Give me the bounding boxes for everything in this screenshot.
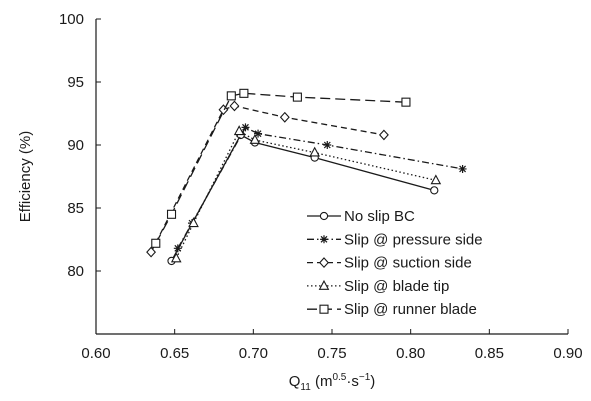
data-point: [254, 129, 263, 138]
data-point: [430, 174, 442, 185]
data-point: [401, 97, 411, 107]
legend-marker: [318, 279, 330, 290]
x-axis-title-sup1: 0.5: [332, 372, 346, 383]
x-tick-label: 0.80: [396, 345, 425, 362]
y-tick-label: 95: [67, 74, 84, 91]
legend-item: Slip @ runner blade: [307, 301, 477, 318]
y-tick-label: 90: [67, 137, 84, 154]
series-line: [175, 130, 436, 259]
series-line: [150, 105, 385, 253]
x-tick-label: 0.75: [317, 345, 346, 362]
data-point: [309, 146, 321, 157]
legend-label: Slip @ pressure side: [344, 231, 483, 248]
data-point: [233, 125, 245, 136]
data-point: [323, 141, 332, 149]
data-point: [188, 217, 199, 228]
legend-item: Slip @ suction side: [307, 255, 472, 272]
legend-label: Slip @ blade tip: [344, 278, 449, 295]
data-point: [226, 91, 236, 101]
legend: No slip BC Slip @ pressure side Slip @ suc…: [307, 208, 483, 318]
legend-item: Slip @ blade tip: [307, 278, 449, 295]
legend-marker: [319, 304, 329, 314]
x-axis-title-base: Q: [289, 373, 301, 390]
x-axis-title-unit-close: ): [370, 373, 375, 390]
data-point: [166, 209, 177, 219]
y-tick-label: 100: [59, 11, 84, 28]
data-point: [170, 252, 182, 263]
plot-area: [146, 88, 467, 266]
data-point: [173, 244, 182, 253]
data-point: [458, 164, 467, 173]
legend-label: Slip @ suction side: [344, 255, 472, 272]
data-point: [151, 238, 161, 248]
series-5: [151, 88, 411, 248]
y-axis-title: Efficiency (%): [17, 131, 34, 222]
axes: 0.60 0.65 0.70 0.75 0.80 0.85 0.90 80 85 90 95 100 E…: [17, 11, 583, 393]
series-line: [155, 92, 406, 244]
legend-item: No slip BC: [307, 208, 415, 225]
data-point: [218, 104, 229, 116]
x-axis-title-sub: 11: [300, 382, 311, 393]
legend-marker: [319, 257, 329, 269]
legend-label: Slip @ runner blade: [344, 301, 477, 318]
data-point: [292, 92, 302, 102]
x-tick-label: 0.60: [81, 345, 110, 362]
x-axis-title-sup2: −1: [359, 372, 371, 383]
data-point: [249, 133, 261, 144]
series-3: [146, 100, 389, 258]
x-tick-label: 0.90: [553, 345, 582, 362]
x-tick-label: 0.65: [160, 345, 189, 362]
series-line: [177, 126, 463, 249]
legend-marker: [320, 235, 328, 244]
data-point: [229, 100, 240, 112]
data-point: [279, 111, 290, 123]
data-point: [146, 246, 157, 258]
data-point: [241, 123, 250, 132]
legend-item: Slip @ pressure side: [307, 231, 483, 248]
data-point: [239, 88, 249, 98]
legend-marker: [319, 211, 329, 221]
x-axis-title-unit-mid: ·s: [346, 373, 359, 390]
legend-label: No slip BC: [344, 208, 415, 225]
x-axis-title: Q11 (m0.5·s−1): [289, 372, 376, 393]
x-axis-title-unit-open: (m: [311, 373, 333, 390]
series-4: [170, 125, 442, 263]
x-tick-label: 0.85: [475, 345, 504, 362]
y-tick-label: 85: [67, 200, 84, 217]
data-point: [430, 186, 439, 195]
x-tick-label: 0.70: [239, 345, 268, 362]
y-tick-label: 80: [67, 263, 84, 280]
data-point: [378, 129, 389, 141]
